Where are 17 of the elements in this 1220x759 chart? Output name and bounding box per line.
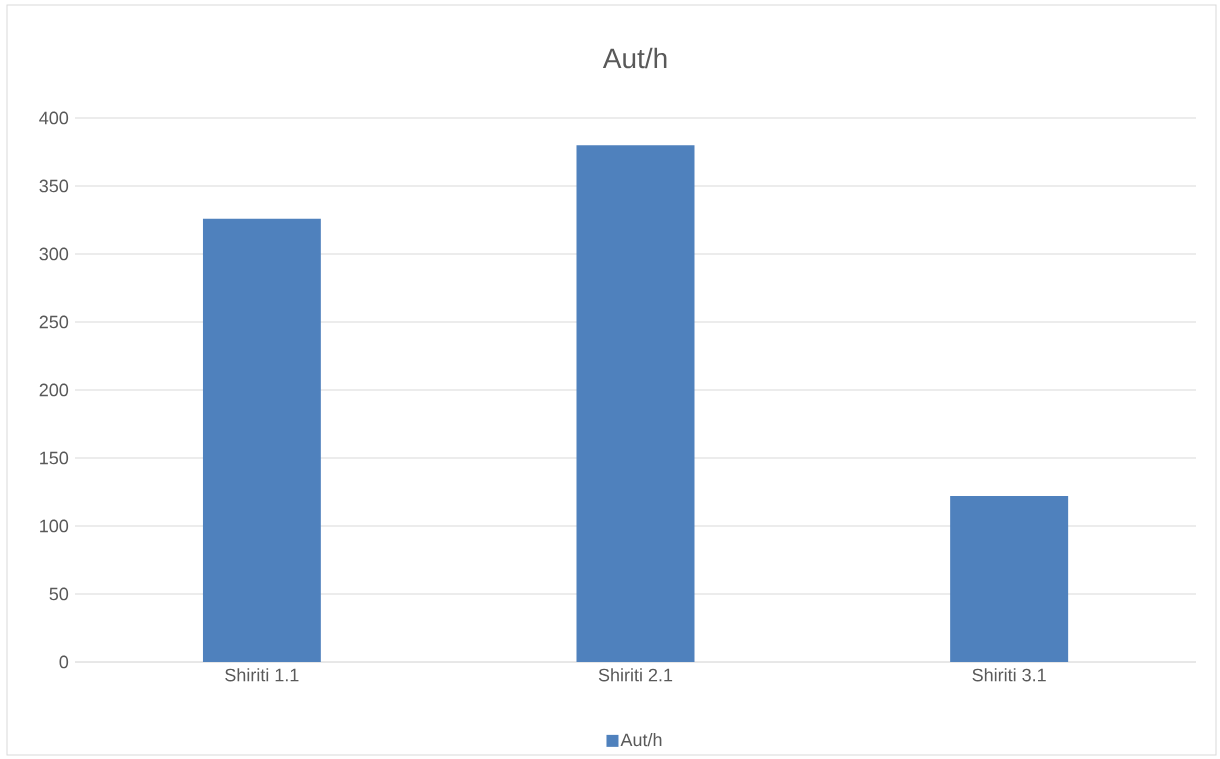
y-tick-label: 400 [39,111,69,125]
bar [950,496,1069,662]
x-tick-label: Shiriti 1.1 [225,668,299,682]
y-tick-label: 50 [49,587,69,601]
x-tick-label: Shiriti 2.1 [598,668,673,682]
legend-label: Aut/h [620,732,662,747]
y-tick-label: 100 [40,519,69,533]
y-tick-label: 150 [40,451,69,465]
y-tick-label: 250 [39,315,69,329]
bar [576,145,695,662]
x-tick-label: Shiriti 3.1 [972,668,1046,682]
y-tick-label: 0 [59,655,69,669]
y-tick-label: 200 [39,383,69,397]
y-tick-label: 350 [39,179,69,193]
y-tick-label: 300 [39,247,69,261]
bar [202,218,321,662]
chart-title: Aut/h [602,47,667,69]
